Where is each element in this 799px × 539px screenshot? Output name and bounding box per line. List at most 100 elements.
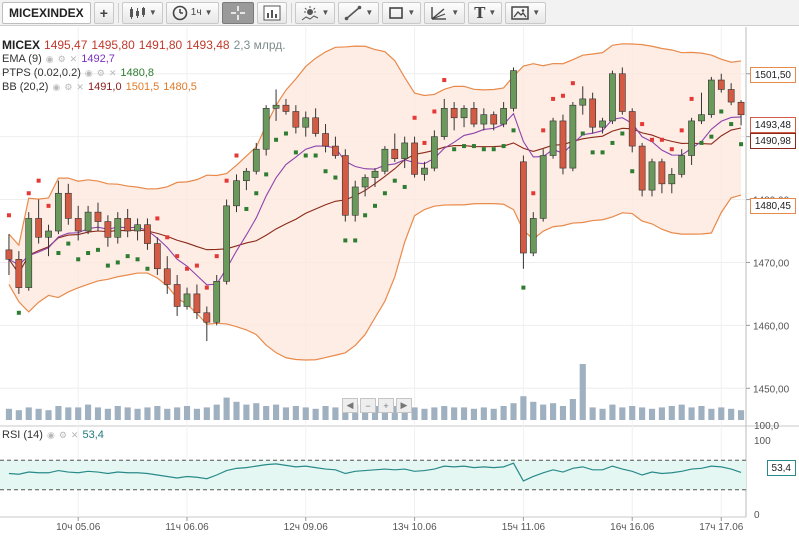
sar-dot (283, 131, 288, 136)
chart-type-button[interactable]: ▼ (121, 1, 163, 24)
ptps-legend: PTPS (0.02,0.2) ◉ ⚙ ✕ 1480,8 (2, 67, 154, 79)
sar-dot (729, 122, 734, 127)
ema-legend: EMA (9) ◉ ⚙ ✕ 1492,7 (2, 53, 115, 65)
gear-icon[interactable]: ⚙ (64, 81, 73, 92)
volume-bar (85, 404, 92, 420)
ema-value: 1492,7 (81, 53, 115, 65)
volume-bar (15, 410, 22, 420)
candle-body (559, 120, 567, 169)
sar-dot (471, 144, 476, 149)
candle-body (104, 221, 112, 238)
shape-tool-button[interactable]: ▼ (382, 1, 422, 24)
sar-dot (66, 241, 71, 246)
eye-icon[interactable]: ◉ (45, 53, 54, 64)
separator (117, 2, 119, 23)
sar-dot (244, 206, 249, 211)
sar-dot (125, 254, 130, 259)
ticker-selector[interactable]: MICEXINDEX (2, 1, 91, 24)
volume-bar (243, 404, 250, 420)
volume-bar (302, 407, 309, 420)
rectangle-icon (389, 6, 404, 19)
volume-bar (421, 408, 428, 420)
bb-lower-value: 1480,5 (163, 81, 197, 93)
candle-body (282, 104, 290, 112)
zoom-out-icon[interactable]: − (360, 398, 376, 413)
candle-body (351, 186, 359, 216)
candle-body (421, 167, 428, 175)
bar-chart-button[interactable] (256, 1, 287, 24)
sar-dot (580, 131, 585, 136)
bb-label: BB (20,2) (2, 81, 49, 93)
eye-icon[interactable]: ◉ (84, 67, 93, 78)
volume-bar (5, 408, 13, 420)
volume-bar (381, 407, 388, 420)
fibonacci-tool-button[interactable]: ▼ (424, 1, 466, 24)
candle-body (272, 104, 280, 109)
indicators-button[interactable]: ▼ (294, 1, 336, 24)
price-tick-label: 1470,00 (753, 258, 790, 269)
line-tool-button[interactable]: ▼ (338, 1, 380, 24)
volume-bar (94, 407, 102, 420)
volume-bar (569, 399, 576, 420)
legend-close: 1493,48 (186, 38, 230, 52)
gear-icon[interactable]: ⚙ (58, 429, 67, 440)
rsi-legend: RSI (14) ◉ ⚙ ✕ 53,4 (2, 429, 104, 441)
sar-dot (620, 131, 625, 136)
chevron-down-icon: ▼ (148, 8, 157, 17)
sar-dot (511, 128, 516, 133)
ticker-label: MICEXINDEX (9, 5, 84, 20)
sar-dot (26, 191, 31, 196)
candle-body (312, 117, 320, 134)
candle-body (243, 170, 250, 181)
volume-bar (619, 407, 626, 420)
candle-body (183, 293, 191, 307)
time-tick-label: 10ч 05.06 (56, 522, 101, 533)
main-legend: MICEX 1495,47 1495,80 1491,80 1493,48 2,… (2, 38, 286, 52)
sar-dot (56, 251, 61, 256)
volume-bar (164, 408, 171, 420)
sar-dot (254, 191, 259, 196)
candle-body (500, 108, 507, 125)
add-instrument-button[interactable]: + (93, 1, 114, 24)
sar-dot (699, 140, 704, 145)
eye-icon[interactable]: ◉ (46, 429, 55, 440)
price-chart[interactable]: 1500,001490,001480,001470,001460,001450,… (0, 27, 799, 539)
sar-dot (105, 263, 110, 268)
gear-icon[interactable]: ⚙ (57, 53, 66, 64)
volume-bar (609, 404, 616, 420)
chevron-down-icon: ▼ (321, 8, 330, 17)
sar-dot (719, 109, 724, 114)
volume-bar (451, 407, 458, 420)
crosshair-button[interactable] (221, 1, 254, 24)
volume-bar (470, 408, 478, 420)
image-tool-button[interactable]: ▼ (505, 1, 547, 24)
candle-body (302, 117, 310, 128)
close-icon[interactable]: ✕ (108, 67, 117, 78)
bollinger-lower-line (8, 194, 742, 361)
candle-body (727, 89, 735, 103)
text-tool-button[interactable]: T ▼ (468, 1, 503, 24)
sar-dot (76, 257, 81, 262)
candle-body (15, 259, 23, 288)
candle-body (341, 155, 349, 216)
sar-dot (115, 260, 120, 265)
zoom-in-icon[interactable]: + (378, 398, 394, 413)
gear-icon[interactable]: ⚙ (96, 67, 105, 78)
volume-bar (154, 406, 161, 420)
close-icon[interactable]: ✕ (70, 429, 79, 440)
scroll-left-icon[interactable]: ◀ (342, 398, 358, 413)
candle-body (144, 224, 151, 244)
volume-bar (272, 404, 280, 420)
close-icon[interactable]: ✕ (76, 81, 84, 92)
candle-body (223, 205, 230, 282)
sar-dot (293, 150, 298, 155)
sar-dot (264, 172, 269, 177)
close-icon[interactable]: ✕ (69, 53, 78, 64)
scroll-right-icon[interactable]: ▶ (396, 398, 412, 413)
interval-button[interactable]: 1ч ▼ (165, 1, 219, 24)
volume-bar (55, 406, 62, 420)
eye-icon[interactable]: ◉ (52, 81, 61, 92)
candle-body (35, 218, 42, 238)
sar-dot (659, 137, 664, 142)
sar-dot (363, 213, 368, 218)
